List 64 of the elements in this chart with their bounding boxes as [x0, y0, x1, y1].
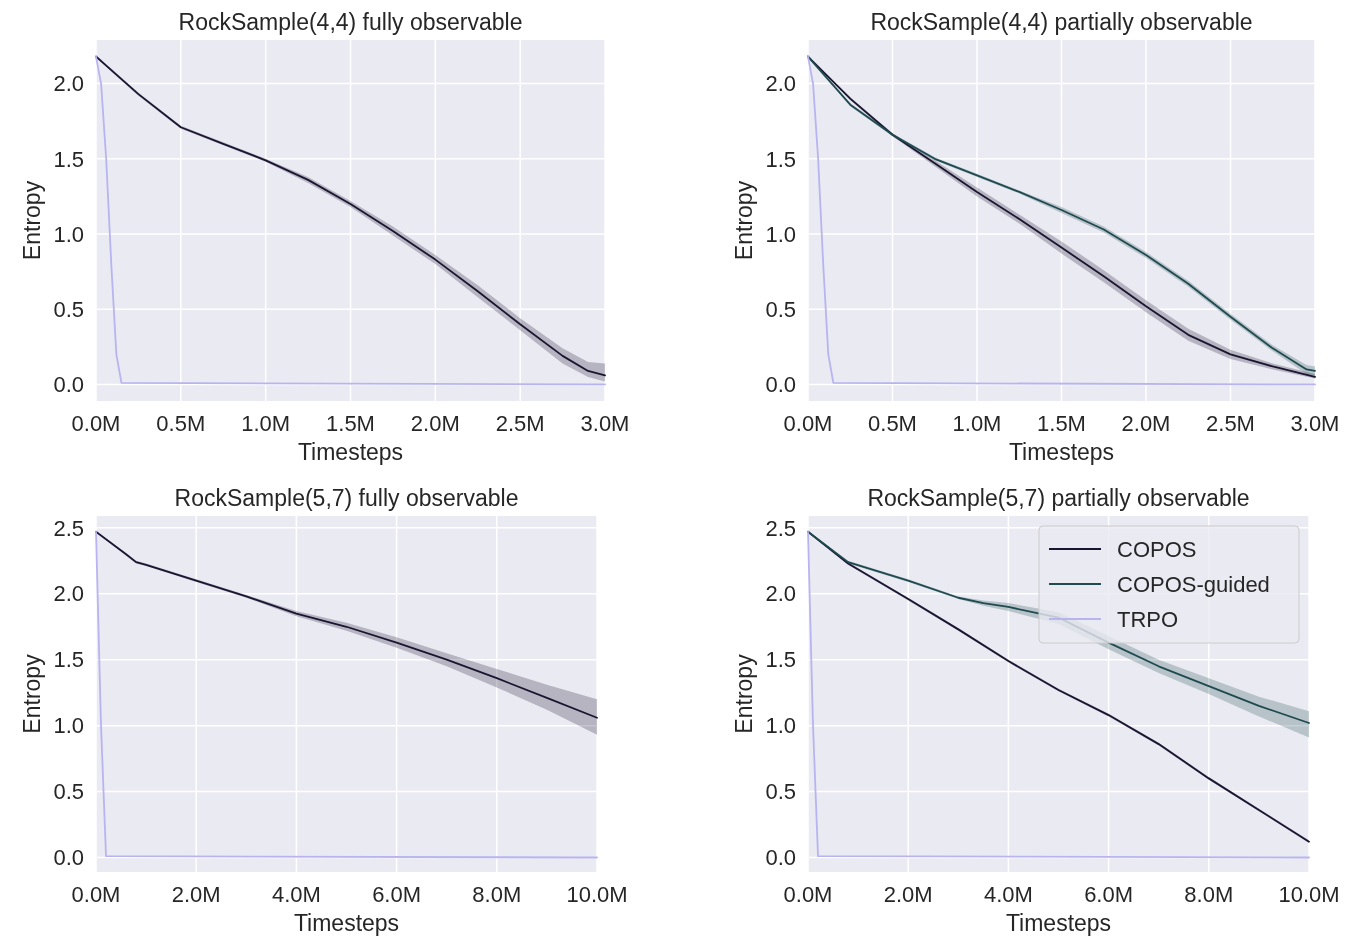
y-tick-label: 1.0: [765, 713, 796, 739]
y-tick-label: 0.5: [765, 779, 796, 805]
x-tick-label: 6.0M: [1084, 882, 1134, 907]
y-tick-label: 1.5: [765, 146, 796, 172]
y-tick-label: 1.5: [765, 647, 796, 673]
x-tick-label: 0.5M: [156, 411, 206, 436]
x-axis-title: Timesteps: [1005, 910, 1112, 936]
y-tick-label: 1.5: [53, 647, 84, 673]
y-tick-label: 1.5: [53, 146, 84, 172]
y-tick-label: 2.0: [53, 71, 84, 97]
x-tick-label: 8.0M: [472, 882, 522, 907]
x-tick-label: 0.5M: [868, 411, 917, 436]
x-tick-label: 0.0M: [71, 411, 121, 436]
x-tick-label: 2.5M: [1206, 411, 1255, 436]
y-tick-label: 0.5: [53, 296, 84, 322]
y-tick-label: 2.5: [53, 515, 84, 541]
y-tick-label: 2.0: [765, 581, 796, 607]
chart-title: RockSample(4,4) fully observable: [178, 9, 523, 35]
chart-title: RockSample(4,4) partially observable: [870, 9, 1253, 35]
y-tick-label: 0.5: [53, 779, 84, 805]
y-tick-label: 0.5: [765, 296, 796, 322]
x-tick-label: 3.0M: [1290, 411, 1340, 436]
y-axis-title: Entropy: [19, 653, 45, 734]
x-tick-label: 0.0M: [71, 882, 121, 907]
x-tick-label: 0.0M: [783, 882, 833, 907]
x-tick-label: 2.5M: [495, 411, 545, 436]
legend-label: COPOS-guided: [1117, 571, 1270, 597]
chart-title: RockSample(5,7) partially observable: [867, 485, 1250, 511]
x-axis-title: Timesteps: [293, 910, 400, 936]
y-tick-label: 1.0: [53, 221, 84, 247]
x-tick-label: 10.0M: [566, 882, 628, 907]
y-tick-label: 2.0: [765, 71, 796, 97]
x-tick-label: 4.0M: [983, 882, 1033, 907]
y-tick-label: 0.0: [53, 845, 84, 871]
y-tick-label: 1.0: [765, 221, 796, 247]
x-tick-label: 1.5M: [326, 411, 375, 436]
x-tick-label: 3.0M: [580, 411, 630, 436]
x-tick-label: 8.0M: [1184, 882, 1234, 907]
y-tick-label: 0.0: [765, 372, 796, 398]
x-tick-label: 10.0M: [1278, 882, 1340, 907]
y-tick-label: 2.0: [53, 581, 84, 607]
line-series: [95, 530, 598, 859]
y-tick-label: 0.0: [765, 845, 796, 871]
x-tick-label: 1.5M: [1037, 411, 1086, 436]
legend-label: TRPO: [1117, 606, 1179, 632]
x-axis-title: Timesteps: [297, 439, 404, 465]
x-tick-label: 0.0M: [783, 411, 833, 436]
x-tick-label: 2.0M: [1121, 411, 1171, 436]
y-tick-label: 2.5: [765, 515, 796, 541]
x-tick-label: 1.0M: [241, 411, 291, 436]
x-tick-label: 2.0M: [410, 411, 460, 436]
x-axis-title: Timesteps: [1008, 439, 1115, 465]
x-tick-label: 2.0M: [883, 882, 933, 907]
x-tick-label: 6.0M: [372, 882, 422, 907]
x-tick-label: 2.0M: [171, 882, 221, 907]
x-tick-label: 1.0M: [952, 411, 1002, 436]
y-axis-title: Entropy: [19, 180, 45, 261]
y-axis-title: Entropy: [731, 180, 757, 261]
y-tick-label: 0.0: [53, 372, 84, 398]
y-axis-title: Entropy: [731, 653, 757, 734]
y-tick-label: 1.0: [53, 713, 84, 739]
x-tick-label: 4.0M: [271, 882, 321, 907]
chart-title: RockSample(5,7) fully observable: [174, 485, 519, 511]
legend-label: COPOS: [1117, 536, 1197, 562]
